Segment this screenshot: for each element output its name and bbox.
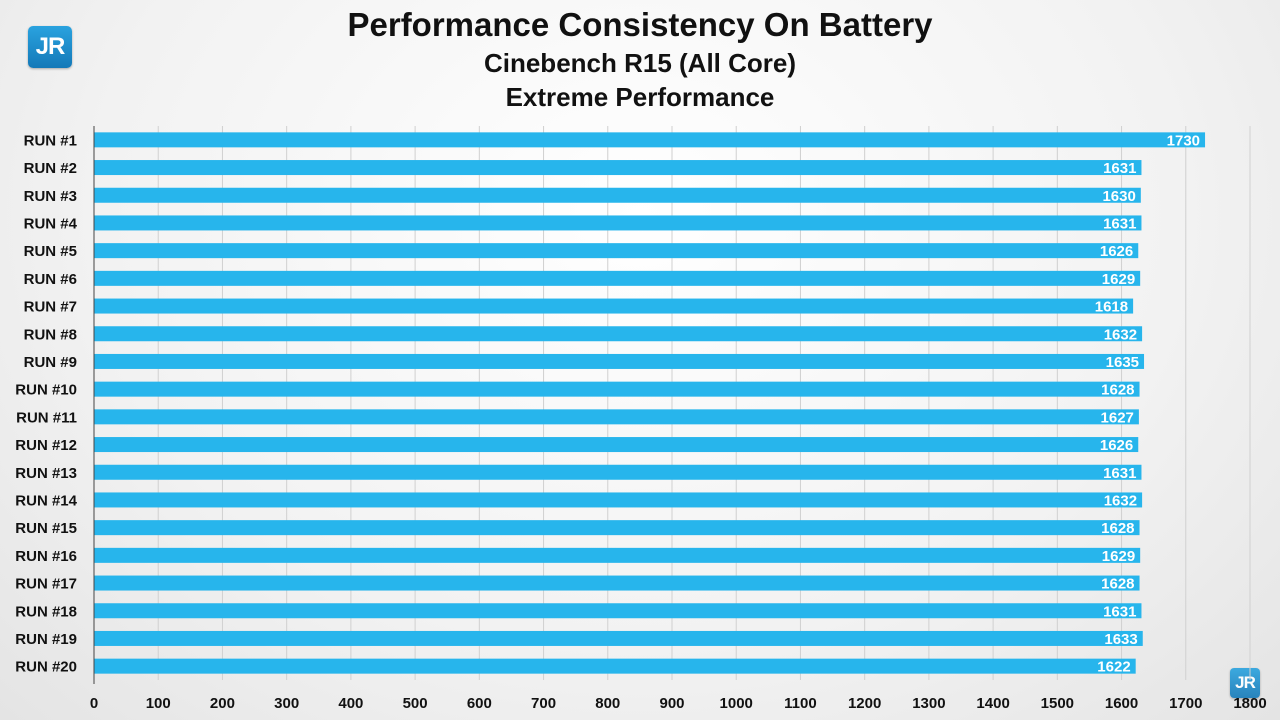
category-label: RUN #6 bbox=[24, 271, 77, 288]
x-tick-label: 1700 bbox=[1169, 695, 1202, 712]
category-label: RUN #7 bbox=[24, 299, 77, 316]
bar-value-label: 1627 bbox=[1101, 409, 1134, 426]
bar bbox=[94, 437, 1139, 453]
bar-value-label: 1628 bbox=[1101, 576, 1134, 593]
bar bbox=[94, 326, 1143, 342]
x-tick-label: 700 bbox=[531, 695, 556, 712]
category-label: RUN #3 bbox=[24, 188, 77, 205]
category-label: RUN #10 bbox=[15, 382, 77, 399]
category-label: RUN #9 bbox=[24, 354, 77, 371]
bar bbox=[94, 630, 1143, 646]
category-label: RUN #19 bbox=[15, 631, 77, 648]
bar bbox=[94, 353, 1145, 369]
chart-title: Performance Consistency On Battery bbox=[347, 6, 933, 43]
x-tick-label: 200 bbox=[210, 695, 235, 712]
x-tick-label: 1300 bbox=[912, 695, 945, 712]
category-label: RUN #1 bbox=[24, 132, 77, 149]
bar-value-label: 1635 bbox=[1106, 354, 1139, 371]
bar bbox=[94, 575, 1140, 591]
bar bbox=[94, 160, 1142, 176]
bar bbox=[94, 132, 1206, 148]
bar-value-label: 1632 bbox=[1104, 326, 1137, 343]
bar bbox=[94, 187, 1141, 203]
x-tick-label: 1200 bbox=[848, 695, 881, 712]
x-tick-label: 600 bbox=[467, 695, 492, 712]
x-tick-label: 400 bbox=[338, 695, 363, 712]
x-axis-ticks: 0 100 200 300 400 500 600 700 800 900 1000 1100 1200… bbox=[90, 695, 1267, 712]
bar bbox=[94, 520, 1140, 536]
bar bbox=[94, 464, 1142, 480]
x-tick-label: 900 bbox=[659, 695, 684, 712]
x-tick-label: 500 bbox=[403, 695, 428, 712]
category-label: RUN #15 bbox=[15, 520, 77, 537]
x-tick-label: 1500 bbox=[1041, 695, 1074, 712]
bar-value-label: 1633 bbox=[1104, 631, 1137, 648]
bar bbox=[94, 243, 1139, 259]
category-label: RUN #16 bbox=[15, 548, 77, 565]
bar-value-label: 1631 bbox=[1103, 160, 1136, 177]
brand-logo: JR bbox=[28, 26, 72, 68]
category-label: RUN #18 bbox=[15, 603, 77, 620]
bar bbox=[94, 298, 1134, 314]
bar-value-label: 1626 bbox=[1100, 243, 1133, 260]
bar bbox=[94, 381, 1140, 397]
bar-value-label: 1629 bbox=[1102, 271, 1135, 288]
category-label: RUN #2 bbox=[24, 160, 77, 177]
bars bbox=[94, 132, 1206, 674]
bar bbox=[94, 603, 1142, 619]
category-label: RUN #5 bbox=[24, 243, 77, 260]
bar bbox=[94, 547, 1141, 563]
bar-value-label: 1730 bbox=[1167, 132, 1200, 149]
value-labels: 1730 1631 1630 1631 1626 1629 1618 1632 1635 1628… bbox=[1095, 132, 1200, 675]
category-label: RUN #11 bbox=[16, 409, 77, 426]
category-labels: RUN #1 RUN #2 RUN #3 RUN #4 RUN #5 RUN #6 RUN … bbox=[15, 132, 77, 675]
x-tick-label: 1100 bbox=[784, 695, 817, 712]
bar-value-label: 1631 bbox=[1103, 215, 1136, 232]
bar-value-label: 1631 bbox=[1103, 465, 1136, 482]
chart-subtitle-2: Extreme Performance bbox=[505, 82, 775, 112]
chart-subtitle: Cinebench R15 (All Core) bbox=[483, 48, 797, 78]
bar-value-label: 1629 bbox=[1102, 548, 1135, 565]
x-tick-label: 0 bbox=[90, 695, 98, 712]
x-tick-label: 300 bbox=[274, 695, 299, 712]
bar-value-label: 1622 bbox=[1097, 659, 1130, 676]
bar bbox=[94, 270, 1141, 286]
x-tick-label: 800 bbox=[595, 695, 620, 712]
bar-value-label: 1631 bbox=[1103, 603, 1136, 620]
category-label: RUN #4 bbox=[24, 215, 78, 232]
category-label: RUN #17 bbox=[15, 576, 77, 593]
x-tick-label: 1800 bbox=[1233, 695, 1266, 712]
bar-value-label: 1628 bbox=[1101, 382, 1134, 399]
x-tick-label: 100 bbox=[146, 695, 171, 712]
bar-value-label: 1630 bbox=[1102, 188, 1135, 205]
bar bbox=[94, 492, 1143, 508]
x-tick-label: 1000 bbox=[720, 695, 753, 712]
category-label: RUN #20 bbox=[15, 659, 77, 676]
brand-logo-watermark: JR bbox=[1230, 668, 1260, 698]
category-label: RUN #8 bbox=[24, 326, 77, 343]
category-label: RUN #12 bbox=[15, 437, 77, 454]
bar-value-label: 1632 bbox=[1104, 492, 1137, 509]
grid-lines bbox=[93, 126, 1251, 680]
bar bbox=[94, 409, 1139, 425]
bar-value-label: 1618 bbox=[1095, 299, 1128, 316]
bar-value-label: 1626 bbox=[1100, 437, 1133, 454]
bar bbox=[94, 215, 1142, 231]
bar bbox=[94, 658, 1136, 674]
category-label: RUN #13 bbox=[15, 465, 77, 482]
x-tick-label: 1600 bbox=[1105, 695, 1138, 712]
x-tick-label: 1400 bbox=[976, 695, 1009, 712]
category-label: RUN #14 bbox=[15, 492, 77, 509]
bar-value-label: 1628 bbox=[1101, 520, 1134, 537]
